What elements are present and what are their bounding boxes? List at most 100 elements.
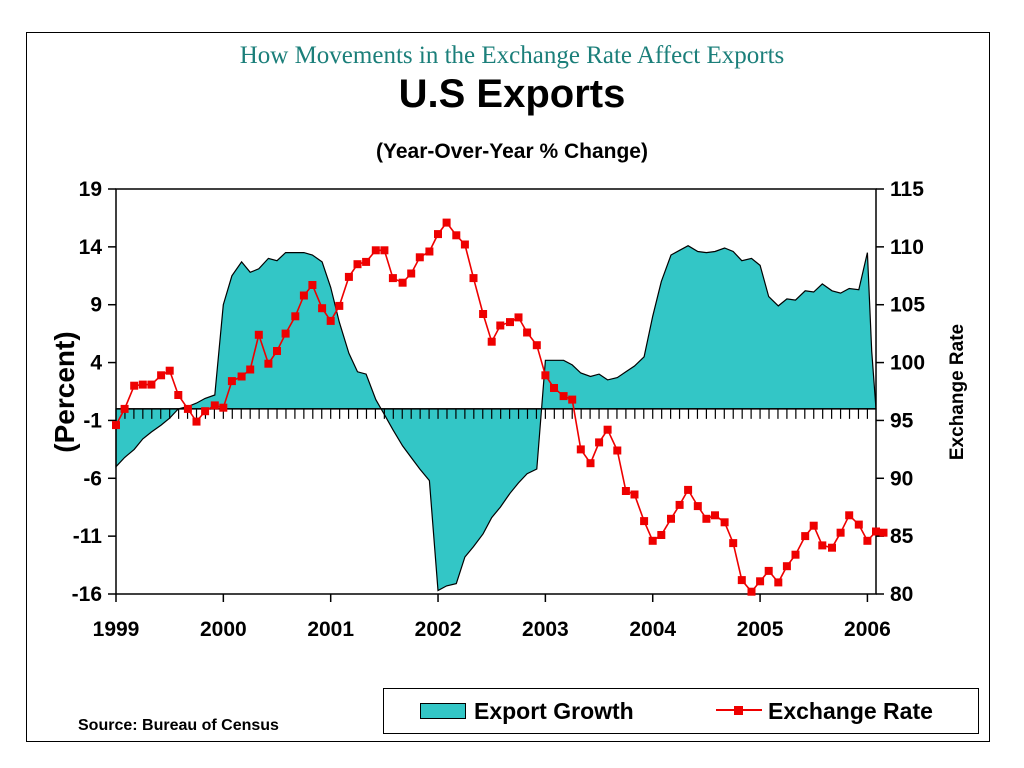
- exchange-rate-marker: [872, 527, 880, 536]
- exchange-rate-marker: [425, 247, 434, 256]
- y-right-tick-label: 90: [890, 467, 913, 490]
- y-left-tick-label: -1: [83, 409, 102, 432]
- exchange-rate-marker: [210, 401, 219, 410]
- exchange-rate-marker: [442, 218, 451, 227]
- exchange-rate-marker: [460, 240, 469, 249]
- chart-frame: [26, 32, 990, 742]
- x-tick-label: 2002: [415, 618, 462, 641]
- exchange-rate-marker: [299, 291, 308, 300]
- exchange-rate-marker: [675, 500, 684, 509]
- exchange-rate-marker: [434, 230, 442, 239]
- exchange-rate-marker: [407, 269, 416, 278]
- exchange-rate-marker: [165, 366, 174, 375]
- x-tick-label: 2000: [200, 618, 247, 641]
- y-left-tick-label: -11: [73, 525, 103, 548]
- y-left-tick-label: 4: [90, 352, 102, 375]
- exchange-rate-marker: [380, 246, 389, 255]
- exchange-rate-marker: [291, 312, 300, 321]
- exchange-rate-marker: [254, 330, 263, 339]
- exchange-rate-marker: [711, 511, 719, 520]
- exchange-rate-marker: [559, 392, 568, 401]
- legend-label-export-growth: Export Growth: [474, 698, 634, 724]
- exchange-rate-marker: [603, 425, 612, 434]
- chart-supertitle: How Movements in the Exchange Rate Affec…: [239, 42, 785, 69]
- exchange-rate-marker: [568, 395, 577, 404]
- exchange-rate-marker: [729, 539, 738, 548]
- exchange-rate-marker: [219, 403, 228, 412]
- exchange-rate-marker: [630, 490, 639, 499]
- exchange-rate-marker: [201, 407, 210, 416]
- exchange-rate-marker: [335, 301, 344, 310]
- chart-subtitle: (Year-Over-Year % Change): [376, 140, 648, 163]
- exchange-rate-marker: [836, 528, 845, 537]
- chart-title: U.S Exports: [398, 72, 626, 116]
- x-tick-label: 2003: [522, 618, 569, 641]
- y-left-tick-label: -6: [83, 467, 102, 490]
- exchange-rate-marker: [818, 541, 827, 550]
- exchange-rate-marker: [273, 347, 281, 355]
- exchange-rate-marker: [764, 566, 773, 575]
- x-tick-label: 2005: [737, 618, 784, 641]
- exchange-rate-marker: [621, 487, 630, 495]
- exchange-rate-marker: [657, 531, 666, 539]
- exchange-rate-marker: [550, 384, 558, 392]
- exchange-rate-marker: [138, 380, 147, 389]
- exchange-rate-marker: [801, 532, 810, 541]
- exchange-rate-marker: [353, 260, 362, 269]
- exchange-rate-marker: [648, 536, 657, 545]
- y-right-tick-label: 95: [890, 409, 914, 432]
- y-axis-right-label: Exchange Rate: [947, 323, 968, 461]
- exchange-rate-marker: [693, 502, 702, 511]
- x-tick-label: 1999: [93, 618, 140, 641]
- exchange-rate-marker: [469, 274, 478, 283]
- exchange-rate-marker: [828, 543, 836, 552]
- exchange-rate-marker: [452, 231, 461, 240]
- exchange-rate-marker: [595, 438, 604, 447]
- x-tick-label: 2001: [307, 618, 354, 641]
- exchange-rate-marker: [237, 372, 246, 381]
- legend-swatch-exchange-rate: [716, 706, 762, 715]
- exchange-rate-marker: [130, 381, 139, 390]
- y-right-tick-label: 115: [890, 178, 924, 201]
- legend-swatch-export-growth: [420, 703, 466, 719]
- x-tick-label: 2004: [629, 618, 676, 641]
- exchange-rate-marker: [174, 391, 183, 399]
- exchange-rate-marker: [479, 310, 488, 318]
- y-left-tick-label: 19: [79, 178, 102, 201]
- exchange-rate-marker: [147, 380, 156, 389]
- y-left-tick-label: 14: [79, 236, 103, 259]
- y-left-tick-label: -16: [72, 583, 102, 606]
- exchange-rate-marker: [747, 587, 756, 596]
- exchange-rate-marker: [157, 371, 166, 380]
- exchange-rate-marker: [684, 485, 693, 494]
- exchange-rate-marker: [398, 278, 407, 287]
- exchange-rate-marker: [863, 536, 872, 545]
- y-left-tick-label: 9: [90, 294, 102, 317]
- exchange-rate-marker: [854, 520, 863, 529]
- exchange-rate-marker: [613, 446, 622, 455]
- y-right-tick-label: 100: [890, 352, 925, 375]
- exchange-rate-marker: [326, 316, 335, 325]
- exchange-rate-marker: [791, 550, 800, 559]
- exchange-rate-marker: [541, 371, 550, 380]
- legend-label-exchange-rate: Exchange Rate: [768, 698, 933, 724]
- exchange-rate-marker: [496, 321, 505, 330]
- exchange-rate-marker: [667, 514, 675, 523]
- legend: Export Growth Exchange Rate: [383, 688, 979, 734]
- exchange-rate-marker: [506, 318, 514, 327]
- exchange-rate-marker: [112, 421, 120, 430]
- exchange-rate-marker: [192, 417, 201, 426]
- exchange-rate-marker: [720, 518, 729, 527]
- y-right-tick-label: 85: [890, 525, 914, 548]
- exchange-rate-marker: [809, 521, 818, 530]
- exchange-rate-marker: [344, 272, 353, 281]
- exchange-rate-marker: [120, 404, 129, 413]
- exchange-rate-marker: [362, 257, 371, 266]
- exchange-rate-marker: [227, 377, 236, 386]
- exchange-rate-marker: [532, 341, 541, 350]
- exchange-rate-marker: [576, 445, 585, 454]
- x-tick-label: 2006: [844, 618, 891, 641]
- exchange-rate-marker: [246, 365, 255, 374]
- source-note: Source: Bureau of Census: [78, 717, 279, 734]
